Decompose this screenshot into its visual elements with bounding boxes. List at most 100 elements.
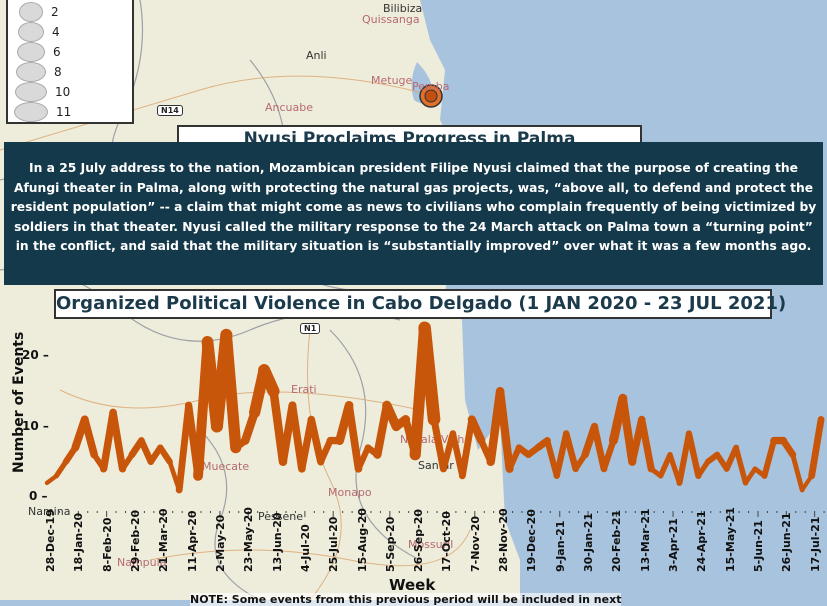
- x-tick-label: 11-Apr-20: [185, 510, 199, 572]
- line-segment: [657, 451, 673, 479]
- y-tick-label: 0 –: [29, 489, 48, 503]
- x-tick-label: 21-Mar-20: [157, 508, 171, 572]
- story-text: In a 25 July address to the nation, Moza…: [10, 161, 817, 253]
- legend-item: 4: [14, 22, 60, 42]
- line-segment: [345, 401, 363, 473]
- legend-label: 6: [53, 45, 61, 59]
- chart-title: Organized Political Violence in Cabo Del…: [56, 293, 787, 314]
- road-shield: N14: [157, 105, 183, 116]
- legend-label: 11: [56, 105, 72, 119]
- circle-size-icon: [19, 2, 43, 22]
- x-tick-label: 17-Jul-21: [808, 516, 822, 572]
- story-text-panel: In a 25 July address to the nation, Moza…: [4, 142, 823, 285]
- chart-title-box: Organized Political Violence in Cabo Del…: [54, 289, 786, 319]
- line-segment: [109, 408, 127, 473]
- line-segment: [733, 444, 749, 486]
- x-tick-label: 26-Jun-21: [780, 512, 794, 572]
- line-segment: [317, 437, 334, 466]
- line-segment: [220, 329, 242, 454]
- x-tick-label: 28-Dec-19: [44, 509, 57, 572]
- x-tick-label: 24-Apr-21: [695, 510, 709, 572]
- x-tick-label: 2-May-20: [213, 514, 227, 572]
- x-tick-label: 29-Feb-20: [128, 509, 142, 572]
- place-label: Pemba: [412, 80, 450, 93]
- place-label: Anli: [306, 49, 327, 62]
- x-tick-label: 19-Dec-20: [525, 509, 539, 572]
- legend-item: 8: [14, 62, 62, 82]
- line-segment: [618, 394, 637, 466]
- place-label: Pessene: [258, 510, 303, 523]
- x-axis-label: Week: [389, 576, 436, 594]
- circle-size-icon: [18, 22, 44, 42]
- x-tick-label: 25-Jul-20: [327, 516, 341, 572]
- line-segment: [418, 321, 441, 426]
- place-label: Mossuril: [408, 538, 454, 551]
- line-segment: [430, 415, 448, 473]
- x-tick-label: 18-Jan-20: [72, 512, 86, 572]
- place-label: Namina: [28, 505, 71, 518]
- line-segment: [600, 437, 617, 472]
- line-segment: [157, 444, 173, 465]
- x-tick-label: 4-Jul-20: [298, 524, 312, 572]
- line-segment: [506, 444, 523, 472]
- circle-size-icon: [16, 62, 46, 82]
- line-segment: [779, 437, 797, 459]
- legend-item: 6: [14, 42, 61, 62]
- x-tick-label: 13-Jun-20: [270, 512, 284, 572]
- x-tick-label: 17-Oct-20: [440, 511, 454, 572]
- x-tick-label: 13-Mar-21: [638, 508, 652, 572]
- place-label: Ancuabe: [265, 101, 314, 114]
- line-segment: [496, 387, 514, 473]
- line-segment: [743, 466, 758, 486]
- legend-label: 10: [55, 85, 71, 99]
- x-tick-label: 5-Sep-20: [383, 516, 397, 572]
- line-segment: [676, 430, 692, 486]
- line-segment: [685, 430, 702, 480]
- line-segment: [638, 415, 655, 473]
- road-shield: N1: [300, 323, 321, 334]
- place-label: Monapo: [328, 486, 372, 499]
- line-segment: [467, 415, 486, 445]
- line-segment: [761, 437, 777, 479]
- x-tick-label: 26-Sep-20: [412, 508, 426, 572]
- line-segment: [458, 416, 476, 480]
- place-label: Bilibiza: [383, 2, 423, 15]
- legend-label: 2: [51, 5, 59, 19]
- line-segment: [790, 452, 805, 493]
- y-axis-label: Number of Events: [11, 331, 27, 473]
- legend-item: 10: [14, 82, 70, 102]
- line-segment: [808, 416, 825, 480]
- line-segment: [80, 415, 99, 459]
- line-segment: [355, 444, 371, 472]
- y-tick-label: 20 –: [22, 348, 49, 362]
- y-tick-label: 10 –: [22, 418, 49, 433]
- place-label: Metuge: [371, 74, 413, 87]
- place-label: Erati: [291, 383, 317, 396]
- line-segment: [307, 415, 325, 466]
- place-label: Nampula: [117, 556, 167, 569]
- x-tick-label: 3-Apr-21: [667, 518, 681, 572]
- line-segment: [373, 401, 391, 459]
- x-tick-label: 15-May-21: [723, 507, 737, 572]
- x-tick-label: 15-Aug-20: [355, 508, 369, 572]
- circle-size-icon: [14, 102, 48, 122]
- legend-label: 8: [54, 65, 62, 79]
- x-tick-label: 30-Jan-21: [582, 512, 596, 572]
- x-tick-label: 23-May-20: [242, 507, 256, 572]
- event-size-legend: 2 4 6 8 10 11: [6, 0, 134, 124]
- x-tick-label: 5-Jun-21: [752, 520, 765, 572]
- line-segment: [138, 437, 155, 466]
- legend-item: 11: [14, 102, 71, 122]
- line-segment: [591, 423, 608, 473]
- place-label: Muecate: [202, 460, 250, 473]
- circle-size-icon: [15, 82, 47, 102]
- line-segment: [562, 430, 579, 473]
- x-tick-label: 20-Feb-21: [610, 509, 624, 572]
- legend-label: 4: [52, 25, 60, 39]
- x-tick-label: 9-Jan-21: [553, 520, 567, 572]
- legend-item: 2: [14, 2, 59, 22]
- x-tick-label: 28-Nov-20: [497, 508, 511, 572]
- place-label: Quissanga: [362, 13, 420, 26]
- circle-size-icon: [17, 42, 45, 62]
